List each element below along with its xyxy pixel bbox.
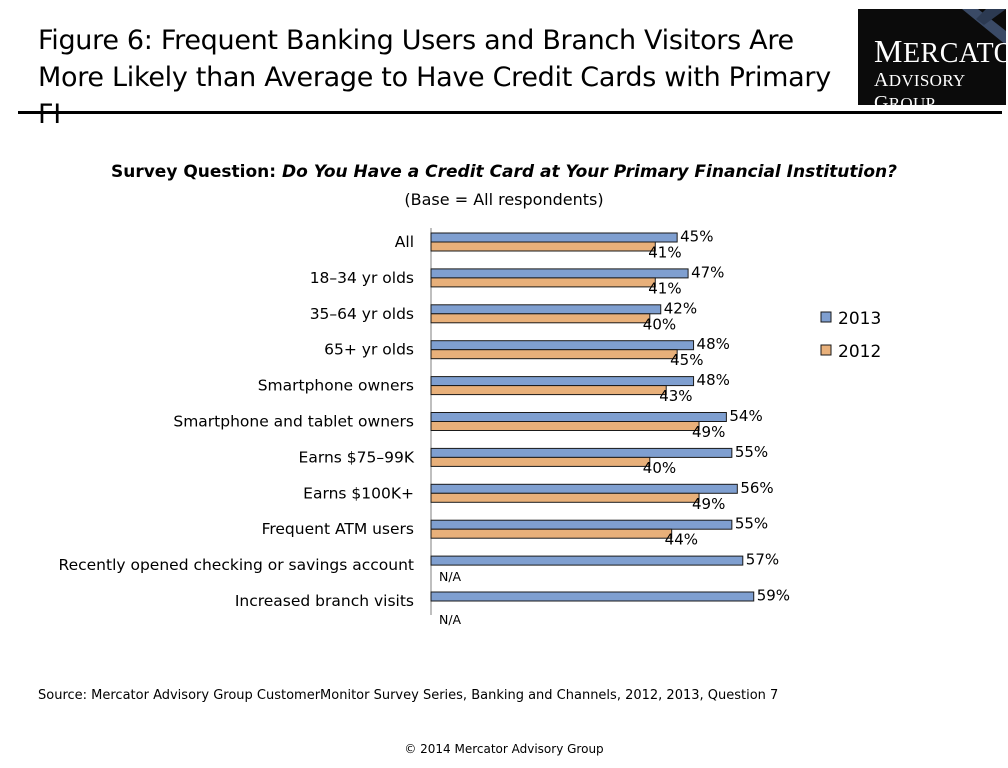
bar-2013 bbox=[430, 483, 738, 494]
data-label-2013: 42% bbox=[664, 299, 697, 317]
bar-2012 bbox=[430, 241, 656, 252]
bar-2013 bbox=[430, 519, 733, 530]
data-label-2012: 40% bbox=[643, 315, 676, 333]
logo-x-mark-icon bbox=[962, 9, 1006, 45]
category-label: Frequent ATM users bbox=[262, 520, 414, 538]
bar-2012 bbox=[430, 313, 651, 324]
data-label-2013: 48% bbox=[697, 335, 730, 353]
data-label-2013: 57% bbox=[746, 551, 779, 569]
category-label: Recently opened checking or savings acco… bbox=[59, 556, 415, 574]
bar-2012 bbox=[430, 385, 667, 396]
category-label: 35–64 yr olds bbox=[310, 305, 414, 323]
category-label: 65+ yr olds bbox=[324, 341, 414, 359]
bar-2012 bbox=[430, 528, 673, 539]
logo-line-1: MERCATOR bbox=[874, 33, 1006, 70]
category-label: Increased branch visits bbox=[235, 592, 414, 610]
bar-2012 bbox=[430, 456, 651, 467]
category-label: Smartphone and tablet owners bbox=[173, 413, 414, 431]
bar-2013 bbox=[430, 447, 733, 458]
data-label-2012: 44% bbox=[665, 531, 698, 549]
data-label-2012: 49% bbox=[692, 423, 725, 441]
category-label: Earns $100K+ bbox=[303, 484, 414, 502]
logo-line-2-initial: A bbox=[874, 69, 889, 91]
data-label-2013: 54% bbox=[729, 407, 762, 425]
bar-2013 bbox=[430, 555, 744, 566]
category-label: 18–34 yr olds bbox=[310, 269, 414, 287]
data-label-2012: N/A bbox=[439, 612, 462, 627]
logo-line-2: ADVISORY GROUP bbox=[874, 69, 1006, 105]
data-label-2012: 41% bbox=[648, 279, 681, 297]
data-label-2012: 45% bbox=[670, 351, 703, 369]
survey-question-prefix: Survey Question: bbox=[111, 162, 277, 182]
data-label-2012: 49% bbox=[692, 495, 725, 513]
data-label-2013: 59% bbox=[757, 587, 790, 605]
logo-line-1-initial: M bbox=[874, 33, 903, 69]
bar-2013 bbox=[430, 340, 695, 351]
data-label-2013: 45% bbox=[680, 228, 713, 246]
data-label-2013: 47% bbox=[691, 263, 724, 281]
figure-title: Figure 6: Frequent Banking Users and Bra… bbox=[38, 25, 831, 130]
data-label-2013: 55% bbox=[735, 443, 768, 461]
legend-swatch-2013 bbox=[820, 311, 832, 323]
bar-2013 bbox=[430, 412, 727, 422]
data-label-2012: 43% bbox=[659, 387, 692, 405]
data-label-2013: 55% bbox=[735, 515, 768, 533]
category-label: Smartphone owners bbox=[258, 377, 414, 395]
logo-line-1-rest: ERCATOR bbox=[902, 38, 1006, 69]
data-label-2013: 48% bbox=[697, 371, 730, 389]
copyright: © 2014 Mercator Advisory Group bbox=[404, 742, 604, 756]
legend-label-2012: 2012 bbox=[838, 342, 881, 362]
legend-swatch-2012 bbox=[820, 344, 832, 356]
category-label: Earns $75–99K bbox=[299, 448, 415, 466]
data-label-2012: 41% bbox=[648, 244, 681, 262]
bar-2013 bbox=[430, 591, 755, 602]
bar-2012 bbox=[430, 277, 656, 288]
bar-2013 bbox=[430, 304, 662, 315]
mercator-logo: MERCATOR ADVISORY GROUP bbox=[858, 9, 1006, 105]
data-label-2013: 56% bbox=[740, 479, 773, 497]
bar-2013 bbox=[430, 376, 695, 387]
category-label: All bbox=[395, 233, 414, 251]
bar-2012 bbox=[430, 349, 678, 360]
bar-2013 bbox=[430, 268, 689, 279]
legend-label-2013: 2013 bbox=[838, 309, 881, 329]
data-label-2012: 40% bbox=[643, 459, 676, 477]
bar-2013 bbox=[430, 232, 678, 243]
bar-2012 bbox=[430, 492, 700, 503]
survey-question-text: Do You Have a Credit Card at Your Primar… bbox=[282, 162, 897, 182]
survey-question: Survey Question: Do You Have a Credit Ca… bbox=[0, 162, 1008, 182]
title-rule bbox=[18, 111, 1002, 114]
data-label-2012: N/A bbox=[439, 569, 462, 584]
logo-line-2-initial: G bbox=[874, 92, 889, 105]
survey-base: (Base = All respondents) bbox=[404, 190, 604, 209]
bar-2012 bbox=[430, 421, 700, 431]
source-note: Source: Mercator Advisory Group Customer… bbox=[38, 688, 779, 703]
